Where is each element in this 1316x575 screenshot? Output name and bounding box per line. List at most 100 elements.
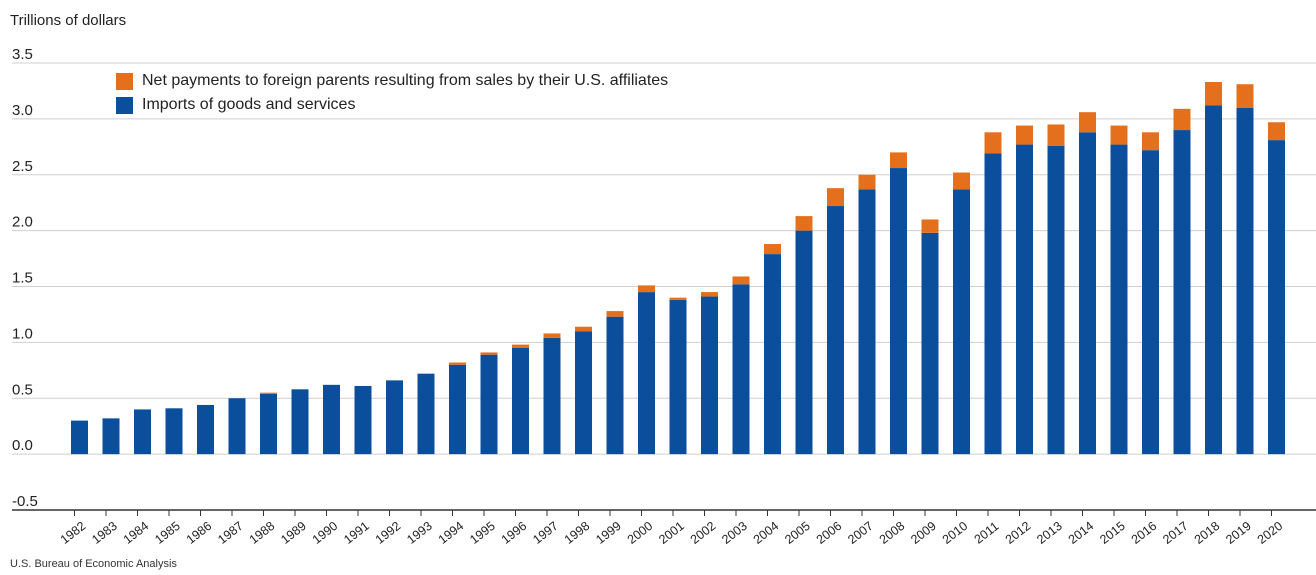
bar-imports-1988 xyxy=(260,393,277,455)
x-tick-label: 1987 xyxy=(215,519,246,547)
x-tick-label: 1988 xyxy=(247,519,278,547)
bar-imports-2004 xyxy=(764,254,781,455)
bar-net-payments-1995 xyxy=(480,352,498,355)
bar-imports-1995 xyxy=(480,354,498,455)
bar-imports-1996 xyxy=(512,347,529,455)
legend-swatch-imports xyxy=(116,96,133,114)
bar-imports-1986 xyxy=(197,404,214,455)
x-tick-label: 1999 xyxy=(593,519,624,547)
bar-imports-2001 xyxy=(669,299,687,455)
x-tick-label: 2013 xyxy=(1034,519,1065,547)
bar-net-payments-2010 xyxy=(953,172,970,190)
bar-net-payments-2014 xyxy=(1079,112,1096,133)
bar-net-payments-2005 xyxy=(795,216,813,231)
bar-net-payments-2018 xyxy=(1205,81,1222,106)
bar-imports-2020 xyxy=(1268,140,1285,455)
source-note: U.S. Bureau of Economic Analysis xyxy=(10,558,177,570)
bar-imports-2013 xyxy=(1047,145,1065,455)
x-tick-label: 1982 xyxy=(58,519,89,547)
bar-net-payments-2000 xyxy=(638,285,655,293)
bar-imports-1984 xyxy=(134,409,151,455)
x-tick-label: 2014 xyxy=(1066,519,1097,547)
bar-net-payments-2013 xyxy=(1047,124,1065,146)
legend-label-imports: Imports of goods and services xyxy=(142,96,356,113)
x-tick-label: 2003 xyxy=(719,519,750,547)
bar-imports-2006 xyxy=(827,206,844,455)
x-tick-label: 1990 xyxy=(310,519,341,547)
bar-imports-2017 xyxy=(1173,130,1191,455)
y-tick-label: 1.5 xyxy=(12,270,33,287)
bar-imports-1991 xyxy=(354,385,372,455)
bar-imports-1993 xyxy=(417,373,435,455)
x-tick-label: 2010 xyxy=(940,519,971,547)
bar-imports-2002 xyxy=(701,296,718,455)
bar-imports-2015 xyxy=(1110,144,1128,455)
x-tick-label: 2019 xyxy=(1223,519,1254,547)
x-tick-label: 1993 xyxy=(404,519,435,547)
bar-imports-2005 xyxy=(795,230,813,455)
bar-imports-2003 xyxy=(732,284,750,455)
x-tick-label: 2011 xyxy=(972,519,1002,547)
bar-net-payments-2017 xyxy=(1173,108,1191,131)
bar-net-payments-1996 xyxy=(512,344,529,348)
y-tick-label: -0.5 xyxy=(12,493,38,510)
legend-item-net-payments: Net payments to foreign parents resultin… xyxy=(116,69,668,93)
bar-imports-2011 xyxy=(984,153,1002,455)
x-tick-label: 1984 xyxy=(121,519,152,547)
bar-imports-1990 xyxy=(323,384,340,455)
bar-imports-2009 xyxy=(921,232,939,455)
bar-net-payments-2004 xyxy=(764,244,781,255)
bar-imports-1999 xyxy=(606,316,624,455)
bar-net-payments-2019 xyxy=(1236,84,1254,108)
x-tick-label: 2015 xyxy=(1097,519,1128,547)
bar-net-payments-2002 xyxy=(701,292,718,297)
x-tick-label: 2004 xyxy=(751,519,782,547)
x-tick-label: 2000 xyxy=(625,519,656,547)
x-tick-label: 2008 xyxy=(877,519,908,547)
x-tick-label: 1985 xyxy=(152,519,183,547)
bar-imports-2000 xyxy=(638,292,655,455)
bar-imports-1998 xyxy=(575,331,592,455)
bar-net-payments-2008 xyxy=(890,152,907,169)
x-tick-label: 2017 xyxy=(1160,519,1191,547)
x-tick-label: 1994 xyxy=(436,519,467,547)
bar-imports-2014 xyxy=(1079,132,1096,455)
x-tick-label: 1998 xyxy=(562,519,593,547)
legend-label-net-payments: Net payments to foreign parents resultin… xyxy=(142,72,669,89)
y-tick-label: 3.0 xyxy=(12,102,33,119)
x-tick-label: 1989 xyxy=(278,519,309,547)
y-tick-label: 2.5 xyxy=(12,158,33,175)
x-tick-label: 2005 xyxy=(782,519,813,547)
bar-imports-1982 xyxy=(71,420,88,455)
bar-net-payments-2011 xyxy=(984,132,1002,154)
bar-net-payments-2003 xyxy=(732,276,750,285)
x-tick-label: 1996 xyxy=(499,519,530,547)
bar-imports-1994 xyxy=(449,364,466,455)
x-tick-label: 1992 xyxy=(373,519,404,547)
y-tick-label: 0.0 xyxy=(12,437,33,454)
x-tick-label: 1997 xyxy=(530,519,561,547)
y-tick-label: 1.0 xyxy=(12,325,33,342)
bar-imports-2019 xyxy=(1236,107,1254,455)
x-tick-label: 2018 xyxy=(1192,519,1223,547)
bar-net-payments-1994 xyxy=(449,362,466,365)
x-tick-label: 2006 xyxy=(814,519,845,547)
bar-net-payments-1988 xyxy=(260,392,277,394)
bar-imports-1983 xyxy=(102,418,120,455)
y-tick-label: 3.5 xyxy=(12,46,33,63)
bar-imports-1997 xyxy=(543,337,561,455)
bar-net-payments-2016 xyxy=(1142,132,1159,151)
bar-imports-2007 xyxy=(858,189,876,455)
bar-imports-1985 xyxy=(165,408,183,455)
y-tick-label: 0.5 xyxy=(12,381,33,398)
x-tick-label: 2009 xyxy=(908,519,939,547)
legend: Net payments to foreign parents resultin… xyxy=(116,69,668,117)
x-tick-label: 2007 xyxy=(845,519,876,547)
bar-net-payments-1999 xyxy=(606,311,624,317)
y-tick-label: 2.0 xyxy=(12,214,33,231)
x-tick-label: 1983 xyxy=(89,519,120,547)
legend-swatch-net-payments xyxy=(116,72,133,90)
x-tick-label: 1991 xyxy=(341,519,372,547)
bar-imports-2010 xyxy=(953,189,970,455)
